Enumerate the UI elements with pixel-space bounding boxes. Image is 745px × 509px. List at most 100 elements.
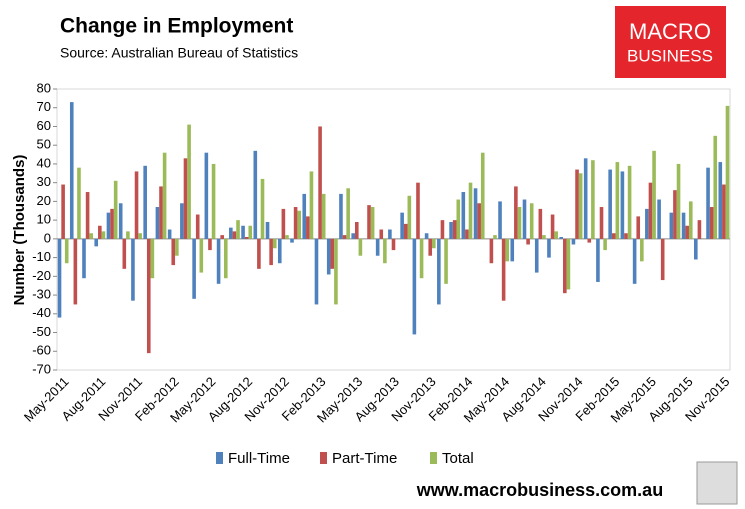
footer: www.macrobusiness.com.au [416,480,663,500]
bar [498,201,502,239]
bar [383,238,387,264]
bar [620,171,625,239]
bar [98,225,102,239]
bar [285,235,289,239]
bar [493,235,497,239]
bar [648,182,653,239]
bar [64,238,69,264]
bar [571,238,576,245]
bar [611,233,616,239]
bar [688,201,693,239]
y-tick-label: -40 [32,305,51,320]
bar [302,193,307,239]
bar [477,203,481,239]
y-axis-label: Number (Thousands) [11,155,28,306]
bar [444,238,448,284]
y-tick-label: -30 [32,287,51,302]
bar [101,231,106,239]
bar [526,238,530,245]
bar [412,238,417,335]
bar [358,238,363,256]
bar [718,162,723,239]
bar [599,207,604,239]
bar [407,195,412,239]
bar [82,238,86,279]
bar [559,236,564,239]
bar [437,238,441,305]
bar [673,190,677,239]
bar [725,105,730,239]
bar [211,163,216,239]
bar [314,238,319,305]
bar [534,238,539,273]
bar [199,238,204,273]
bar [57,238,62,318]
bar [118,203,123,239]
bar [229,227,233,239]
bar [501,238,506,301]
bar [608,169,612,239]
y-tick-label: 70 [37,99,51,114]
bar [318,126,322,239]
bar [265,222,270,239]
bar [591,160,595,239]
legend-label: Full-Time [228,450,290,467]
bar [669,212,674,239]
bar [391,238,396,251]
bar [652,150,656,239]
bar [85,192,90,239]
y-tick-label: 40 [37,155,51,170]
bar [223,238,228,279]
bar [379,229,384,239]
bar [709,207,714,239]
bar [126,231,130,239]
bar [342,235,347,239]
logo-text: BUSINESS [627,46,713,65]
bar [175,238,179,256]
bar [596,238,600,282]
wolf-icon [696,461,738,505]
bar [449,222,453,239]
bar [722,184,726,239]
bar [428,238,433,256]
bar [253,150,258,239]
bar [146,238,151,354]
legend-swatch [430,452,437,464]
bar [676,163,681,239]
bar [542,235,546,239]
bar [346,188,350,239]
bar [627,165,632,239]
bar [388,229,392,239]
bar [244,236,249,239]
legend-swatch [216,452,223,464]
bar [624,233,628,239]
bar [220,235,224,239]
bar [281,208,286,239]
bar [69,102,74,239]
bar [603,238,607,251]
bar [554,231,558,239]
bar [204,152,209,239]
bar [159,186,163,239]
bar [143,165,147,239]
bar [257,238,261,269]
y-tick-label: -10 [32,249,51,264]
bar [290,238,294,243]
chart-subtitle: Source: Australian Bureau of Statistics [60,45,298,61]
bar [587,238,592,243]
y-tick-label: -60 [32,343,51,358]
bar [505,238,510,262]
bar [248,225,253,239]
bar [110,208,114,239]
bar [77,167,81,239]
y-tick-label: 80 [37,80,51,95]
bar [354,222,359,239]
logo-box [615,6,726,78]
bar [192,238,196,299]
y-tick-label: 0 [44,230,51,245]
bar [134,171,139,239]
bar [334,238,338,305]
bar [330,238,335,269]
bar [697,220,702,239]
